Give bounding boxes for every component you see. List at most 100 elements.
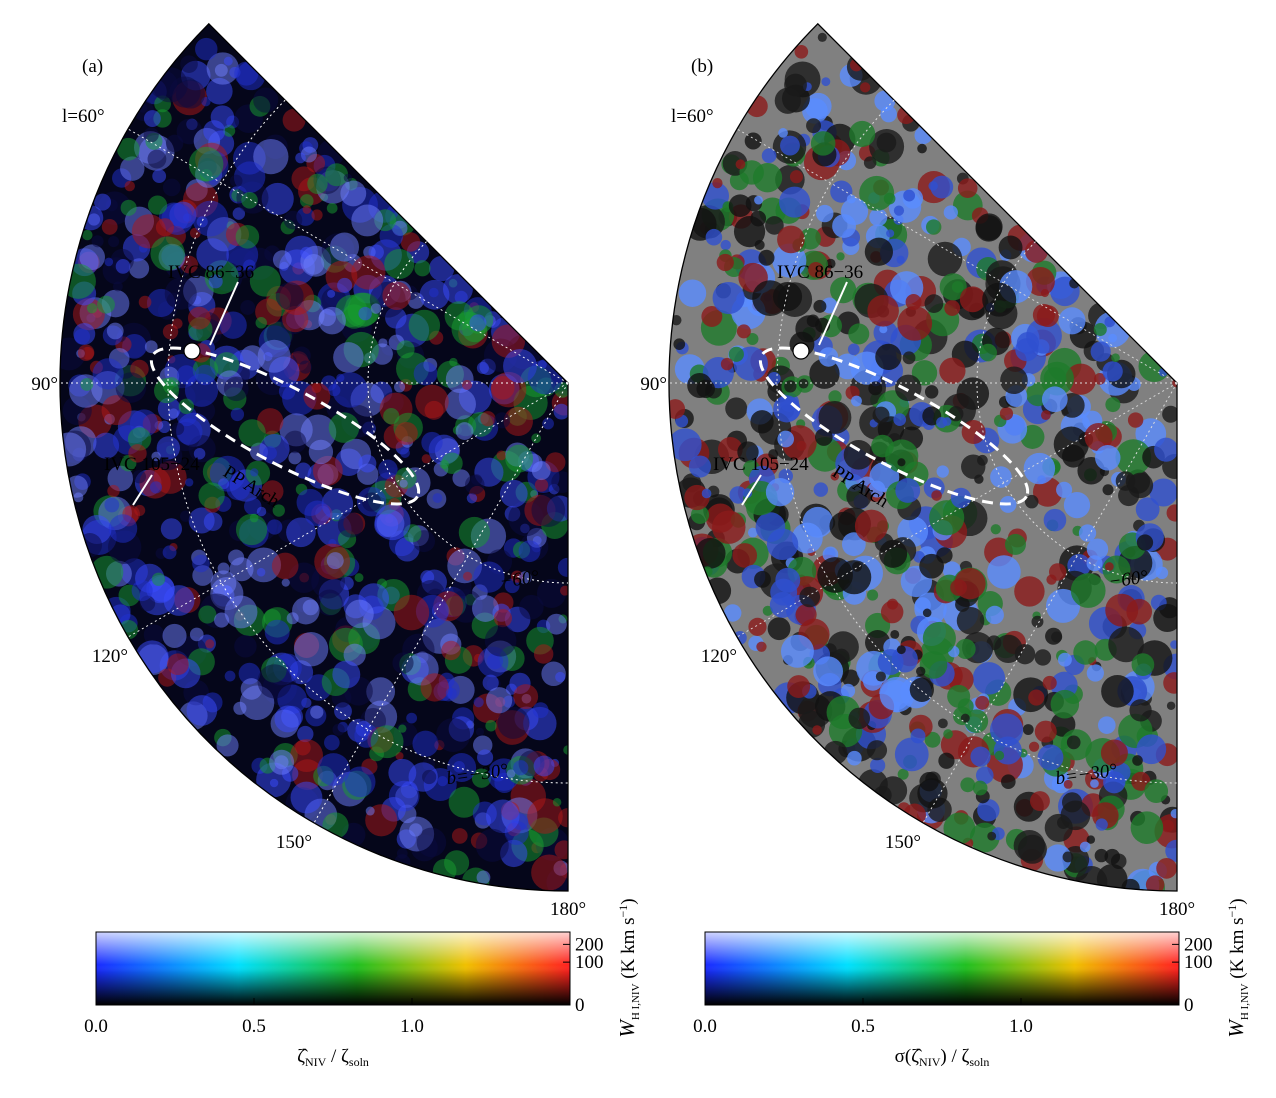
map-blob xyxy=(476,870,491,885)
map-blob xyxy=(972,662,1006,695)
map-blob xyxy=(1062,851,1074,863)
map-blob xyxy=(1044,844,1072,872)
map-blob xyxy=(463,571,473,581)
map-blob xyxy=(1066,735,1081,750)
map-blob xyxy=(224,595,258,629)
map-blob xyxy=(365,806,375,816)
map-blob xyxy=(987,831,997,841)
map-blob xyxy=(765,478,795,507)
map-blob xyxy=(308,439,334,465)
y-tick-label: 200 xyxy=(575,934,604,955)
map-blob xyxy=(198,605,217,624)
map-blob xyxy=(1135,497,1160,522)
map-blob xyxy=(473,697,484,708)
map-blob xyxy=(295,152,306,164)
map-blob xyxy=(378,338,388,348)
map-blob xyxy=(754,195,763,205)
annotation: IVC 86−36 xyxy=(777,262,863,283)
map-blob xyxy=(497,706,530,739)
map-blob xyxy=(1163,672,1177,694)
map-blob xyxy=(274,755,289,770)
map-blob xyxy=(798,378,809,389)
map-blob xyxy=(92,358,124,390)
map-outline xyxy=(59,22,569,892)
map-blob xyxy=(345,599,374,629)
map-blob xyxy=(241,191,258,209)
map-blob xyxy=(533,644,554,664)
map-blob xyxy=(970,746,991,767)
map-blob xyxy=(545,452,566,473)
map-blob xyxy=(554,840,568,860)
map-blob xyxy=(151,451,161,462)
map-blob xyxy=(1105,397,1121,413)
map-blob xyxy=(975,213,1003,241)
map-blob xyxy=(493,609,513,628)
map-blob xyxy=(282,108,306,132)
x-tick-label: 0.5 xyxy=(242,1016,266,1037)
map-blob xyxy=(1138,350,1170,383)
map-blob xyxy=(370,725,404,759)
map-blob xyxy=(195,37,218,61)
map-blob xyxy=(910,728,926,744)
map-blob xyxy=(859,82,871,93)
map-blob xyxy=(117,137,140,161)
map-blob xyxy=(104,257,114,267)
map-blob xyxy=(747,527,758,538)
source-marker xyxy=(183,342,201,360)
map-blob xyxy=(1023,452,1056,485)
map-blob xyxy=(1129,699,1152,722)
map-blob xyxy=(77,344,95,362)
map-blob xyxy=(82,229,93,241)
map-blob xyxy=(729,486,747,504)
label-part: ) xyxy=(1227,898,1248,904)
map-blob xyxy=(149,481,163,494)
map-blob xyxy=(895,478,921,503)
map-blob xyxy=(1031,615,1044,628)
map-blob xyxy=(929,500,965,536)
map-blob xyxy=(332,723,345,736)
map-blob xyxy=(444,301,474,331)
map-blob xyxy=(1132,755,1143,766)
map-blob xyxy=(1102,484,1114,496)
label-part: H I,NIV xyxy=(630,983,642,1020)
map-blob xyxy=(152,169,167,184)
longitude-label: 150° xyxy=(276,832,312,853)
map-blob xyxy=(1166,504,1177,522)
map-blob xyxy=(828,390,842,404)
map-blob xyxy=(985,605,1004,625)
map-blob xyxy=(531,433,542,444)
map-blob xyxy=(869,129,905,165)
map-blob xyxy=(253,138,289,175)
map-blob xyxy=(886,229,895,238)
map-blob xyxy=(196,238,229,271)
map-blob xyxy=(1105,593,1139,627)
map-blob xyxy=(531,854,568,891)
map-blob xyxy=(919,651,948,679)
map-blob xyxy=(1065,363,1097,395)
map-blob xyxy=(124,180,135,192)
map-blob xyxy=(449,357,458,367)
map-blob xyxy=(1095,445,1121,471)
label-part: ζ̂ xyxy=(297,1046,308,1067)
map-blob xyxy=(286,517,316,548)
map-blob xyxy=(1078,524,1097,542)
map-blob xyxy=(316,589,343,616)
map-blob xyxy=(97,295,115,314)
map-blob xyxy=(1061,792,1083,813)
map-blob xyxy=(162,623,187,648)
map-blob xyxy=(938,752,955,769)
map-blob xyxy=(775,567,801,593)
map-blob xyxy=(74,328,91,345)
map-blob xyxy=(261,480,284,503)
map-blob xyxy=(1166,701,1176,711)
label-part: (K km s xyxy=(618,917,639,983)
map-blob xyxy=(1162,405,1177,423)
map-blob xyxy=(1086,664,1104,682)
map-blob xyxy=(725,397,748,420)
map-blob xyxy=(406,712,418,724)
map-blob xyxy=(505,444,534,473)
longitude-label: l=60° xyxy=(62,106,105,127)
map-blob xyxy=(1094,848,1109,863)
map-blob xyxy=(480,411,496,427)
map-texture xyxy=(59,37,568,892)
